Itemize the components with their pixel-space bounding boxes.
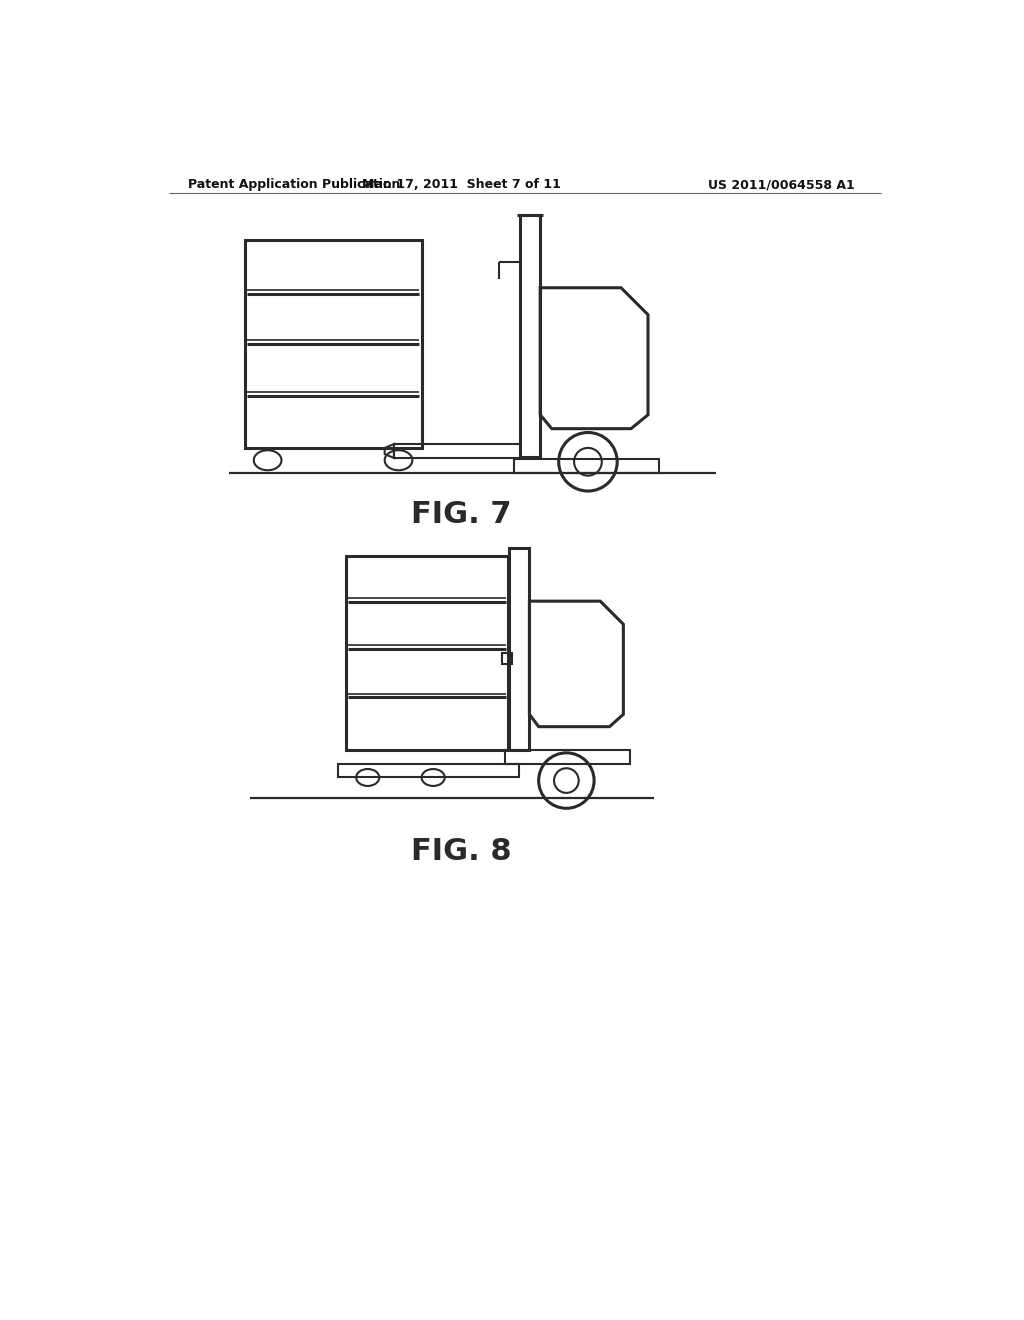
Text: FIG. 7: FIG. 7 xyxy=(412,500,512,528)
Text: US 2011/0064558 A1: US 2011/0064558 A1 xyxy=(708,178,855,191)
Bar xyxy=(394,444,520,458)
Bar xyxy=(346,556,508,750)
Bar xyxy=(339,763,519,777)
Bar xyxy=(245,240,422,447)
Bar xyxy=(509,548,529,750)
Bar xyxy=(520,215,541,457)
Bar xyxy=(514,459,658,473)
Bar xyxy=(503,653,512,664)
Text: Patent Application Publication: Patent Application Publication xyxy=(188,178,400,191)
Bar xyxy=(505,750,630,763)
Text: Mar. 17, 2011  Sheet 7 of 11: Mar. 17, 2011 Sheet 7 of 11 xyxy=(362,178,561,191)
Text: FIG. 8: FIG. 8 xyxy=(412,837,512,866)
